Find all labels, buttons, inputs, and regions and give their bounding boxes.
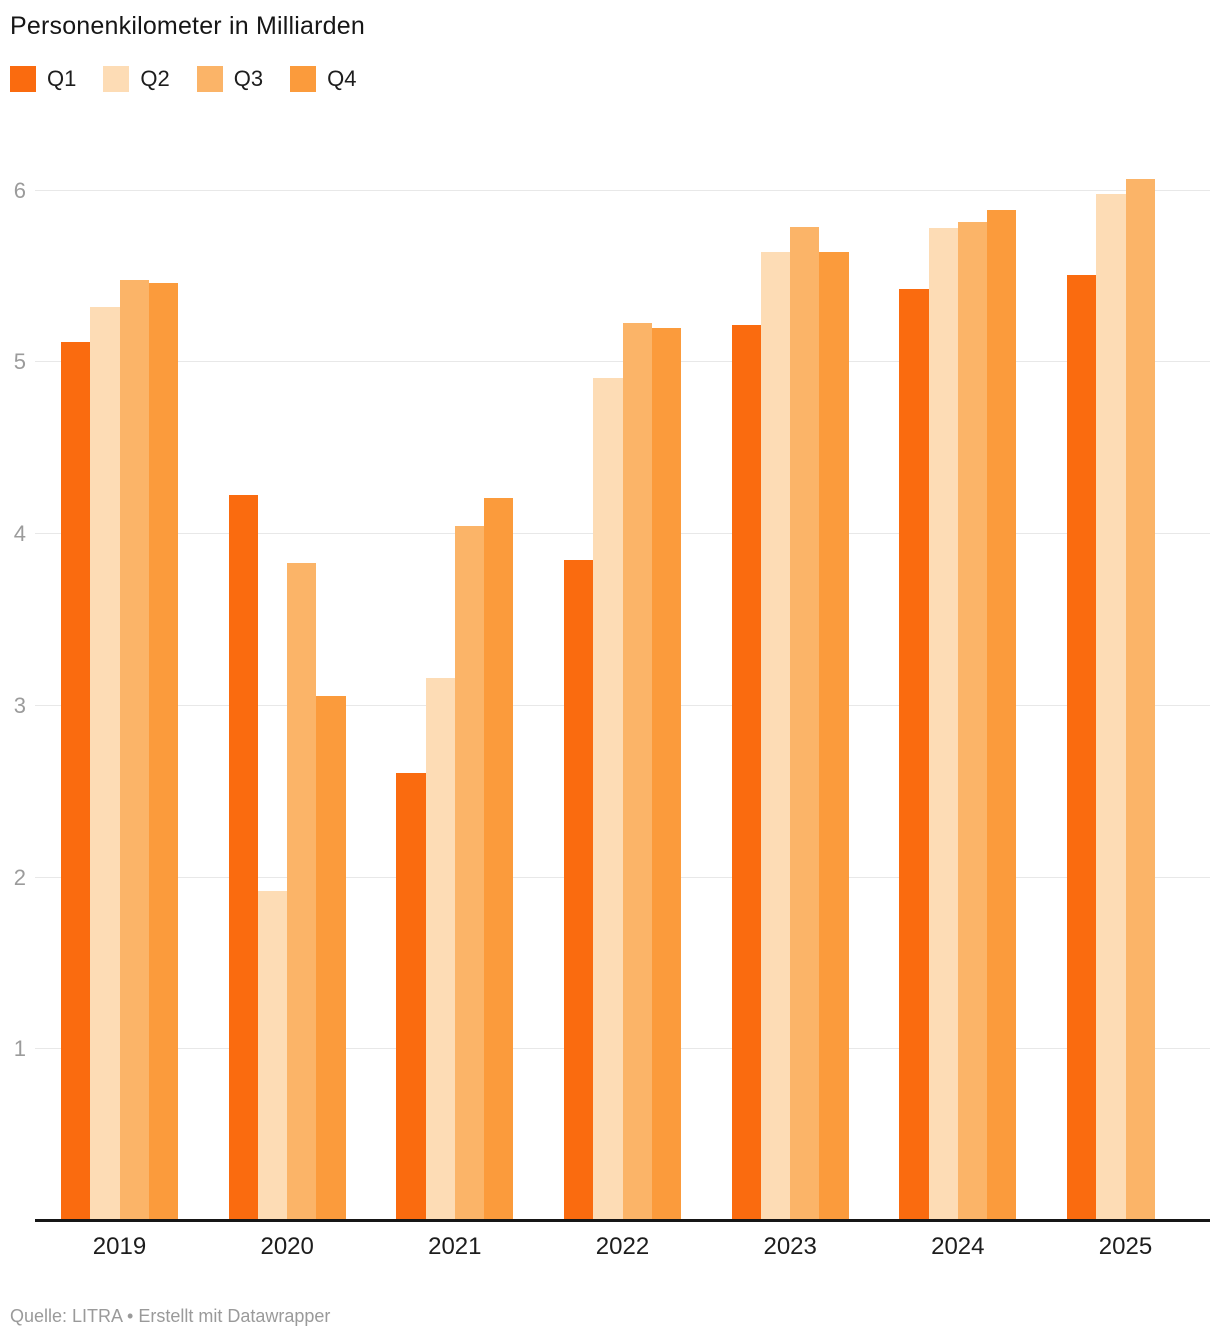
legend-item-q3: Q3: [196, 66, 264, 92]
bar-2020-q1: [228, 494, 258, 1221]
source-attribution: Quelle: LITRA • Erstellt mit Datawrapper: [10, 1306, 331, 1326]
legend-swatch-q2: [103, 66, 130, 92]
bar-2020-q4: [316, 695, 346, 1221]
x-axis-label-2025: 2025: [1098, 1233, 1153, 1260]
bar-2025-q1: [1067, 274, 1097, 1221]
x-axis-label-2022: 2022: [595, 1233, 650, 1260]
bar-2024-q3: [957, 221, 988, 1221]
x-axis-label-2019: 2019: [92, 1233, 147, 1260]
bar-2019-q4: [148, 283, 178, 1221]
bar-2019-q2: [90, 307, 120, 1221]
bar-2022-q2: [593, 377, 623, 1221]
legend-item-q4: Q4: [290, 66, 356, 92]
bar-2023-q2: [760, 252, 791, 1221]
y-tick-label-3: 3: [13, 692, 26, 718]
chart-title: Personenkilometer in Milliarden: [10, 12, 365, 40]
bar-2019-q1: [61, 341, 91, 1221]
bar-2019-q3: [119, 279, 149, 1221]
bar-2022-q1: [564, 559, 594, 1221]
bar-2024-q4: [987, 209, 1017, 1221]
bar-2022-q3: [622, 322, 652, 1221]
x-axis-label-2021: 2021: [428, 1233, 482, 1260]
bar-2024-q2: [928, 228, 958, 1221]
bar-2021-q2: [425, 678, 455, 1221]
legend-label-q4: Q4: [327, 66, 357, 91]
bar-2023-q4: [819, 252, 849, 1221]
legend-item-q1: Q1: [10, 66, 76, 92]
x-axis-label-2024: 2024: [931, 1233, 985, 1260]
bar-2023-q1: [731, 324, 761, 1221]
bar-2021-q4: [484, 498, 514, 1221]
legend-swatch-q4: [290, 66, 317, 92]
legend: Q1 Q2 Q3 Q4: [10, 66, 356, 92]
y-tick-label-1: 1: [13, 1036, 26, 1062]
y-tick-label-2: 2: [13, 864, 26, 890]
plot-area: 1 2 3 4 5 6 2019 2020 2021 2022 2023 2024 2025: [14, 170, 1210, 1260]
legend-swatch-q1: [10, 66, 36, 92]
bar-2020-q3: [287, 563, 317, 1221]
x-axis-line: [35, 1219, 1210, 1222]
legend-swatch-q3: [196, 66, 223, 92]
bar-2021-q3: [454, 525, 485, 1221]
y-tick-label-4: 4: [13, 521, 26, 547]
legend-label-q2: Q2: [140, 66, 170, 91]
y-tick-label-5: 5: [13, 349, 26, 375]
bar-2020-q2: [257, 891, 288, 1221]
bar-2025-q3: [1125, 178, 1155, 1221]
bar-2021-q1: [396, 772, 426, 1221]
y-tick-label-6: 6: [13, 177, 26, 203]
legend-item-q2: Q2: [103, 66, 170, 92]
legend-label-q1: Q1: [47, 66, 77, 91]
legend-label-q3: Q3: [233, 66, 264, 91]
x-axis-label-2020: 2020: [260, 1233, 314, 1260]
bar-2022-q4: [651, 328, 681, 1221]
bar-2025-q2: [1096, 194, 1126, 1221]
gridline-y-6: [35, 189, 1210, 191]
bar-2024-q1: [899, 288, 929, 1221]
x-axis-label-2023: 2023: [763, 1233, 817, 1260]
bar-2023-q3: [790, 226, 820, 1221]
